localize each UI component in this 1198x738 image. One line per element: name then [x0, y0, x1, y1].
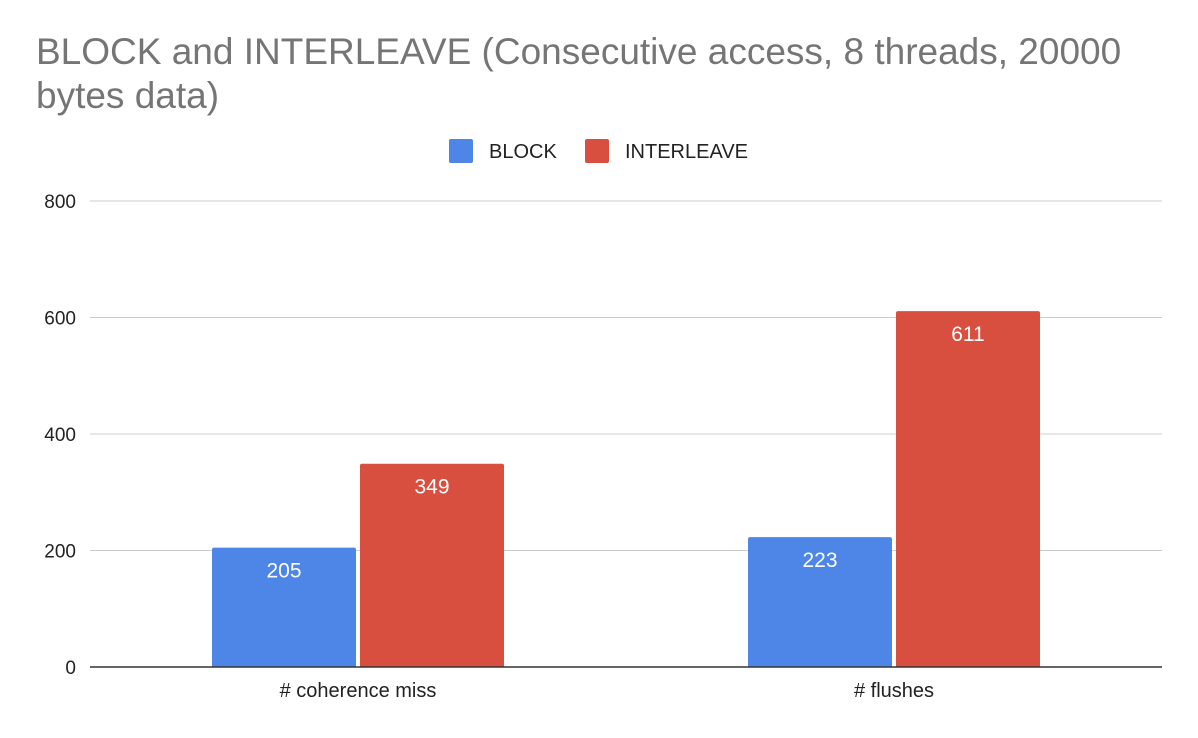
bar-data-label: 205 [266, 560, 301, 583]
y-tick-label: 200 [44, 542, 76, 563]
bar-data-label: 611 [951, 323, 984, 346]
bar-data-label: 223 [802, 549, 837, 572]
bar-interleave-0 [360, 463, 504, 667]
bar-data-label: 349 [414, 476, 449, 499]
legend: BLOCK INTERLEAVE [449, 139, 748, 163]
y-tick-label: 600 [44, 309, 76, 330]
legend-swatch-block [449, 139, 473, 163]
legend-swatch-interleave [585, 139, 609, 163]
axes: 0 200 400 600 800 # coherence miss # flushes [44, 192, 1162, 702]
y-tick-label: 0 [65, 658, 76, 679]
chart-title: BLOCK and INTERLEAVE (Consecutive access… [36, 31, 1122, 116]
legend-label-block: BLOCK [489, 141, 557, 163]
bars: 205 349 223 611 [212, 311, 1040, 667]
y-tick-label: 800 [44, 192, 76, 213]
y-tick-label: 400 [44, 425, 76, 446]
bar-block-1 [748, 537, 892, 667]
bar-block-0 [212, 547, 356, 667]
legend-label-interleave: INTERLEAVE [625, 141, 748, 163]
x-tick-label: # flushes [854, 680, 934, 702]
bar-interleave-1 [896, 311, 1040, 667]
x-tick-label: # coherence miss [280, 680, 437, 702]
